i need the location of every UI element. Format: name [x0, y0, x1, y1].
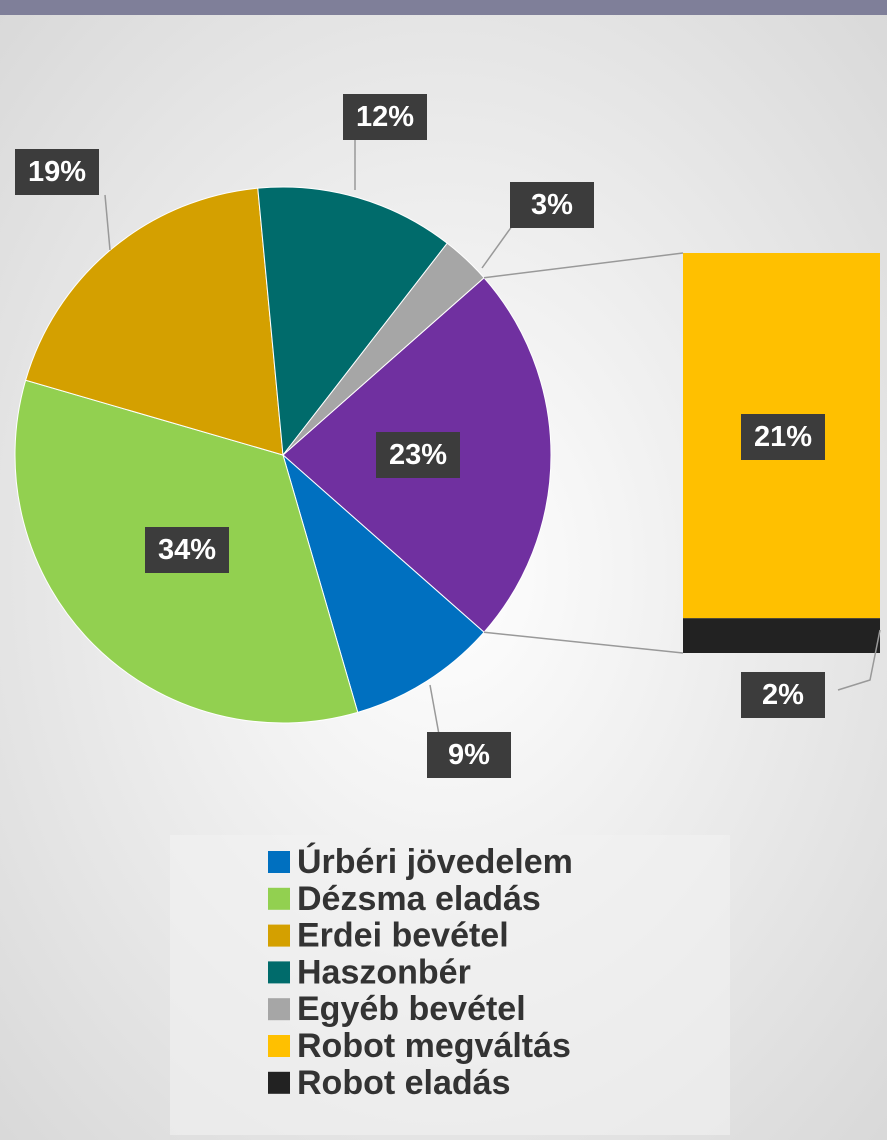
leader-line [104, 194, 111, 251]
legend-swatch [268, 961, 290, 984]
label-box [741, 414, 825, 460]
connector [483, 252, 684, 279]
legend-swatch [268, 924, 290, 947]
legend-label: Dézsma eladás [297, 880, 541, 918]
label-box [145, 527, 229, 573]
legend-label: Erdei bevétel [297, 917, 509, 955]
legend-swatch [268, 998, 290, 1021]
label-box [510, 182, 594, 228]
pie-slice [25, 187, 284, 456]
data-label: 2% [762, 679, 804, 711]
pie-slice [282, 242, 485, 456]
connector [483, 631, 684, 654]
data-label: 12% [356, 101, 414, 133]
label-box [343, 94, 427, 140]
top-border [0, 0, 887, 15]
legend-box [170, 835, 730, 1135]
legend-label: Haszonbér [297, 953, 471, 991]
legend-swatch [268, 851, 290, 873]
data-label: 9% [448, 739, 490, 771]
leader-line [837, 629, 881, 691]
pie-slice [257, 186, 448, 457]
legend-label: Úrbéri jövedelem [297, 843, 573, 881]
data-label: 21% [754, 421, 812, 453]
data-label: 19% [28, 156, 86, 188]
legend-label: Robot eladás [297, 1064, 510, 1102]
label-box [376, 432, 460, 478]
legend-label: Egyéb bevétel [297, 990, 526, 1028]
data-label: 34% [158, 534, 216, 566]
label-box [15, 149, 99, 195]
legend-swatch [268, 887, 290, 910]
legend-label: Robot megváltás [297, 1027, 571, 1065]
legend-swatch [268, 1035, 290, 1057]
data-label: 3% [531, 189, 573, 221]
label-box [741, 672, 825, 718]
legend-swatch [268, 1071, 290, 1094]
data-label: 23% [389, 439, 447, 471]
pie-slice [282, 453, 485, 713]
label-box [427, 732, 511, 778]
bar-segment [683, 618, 880, 653]
